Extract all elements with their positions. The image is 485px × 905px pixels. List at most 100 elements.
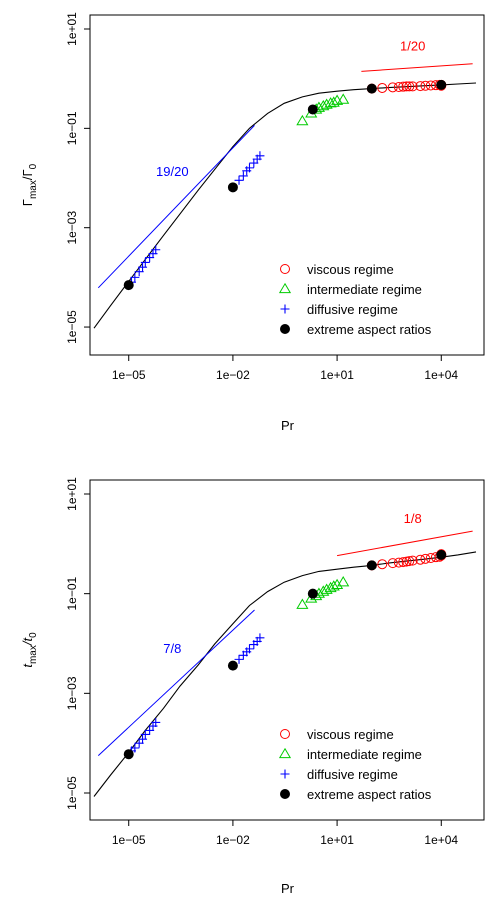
x-tick-label: 1e+01	[320, 368, 354, 382]
plot-area: 7/8 1/8	[93, 511, 477, 797]
data-point	[140, 729, 150, 739]
y-axis-label: Γmax/Γ0	[20, 163, 39, 206]
data-point	[420, 80, 431, 91]
legend-marker	[278, 747, 292, 759]
plot-frame	[89, 14, 485, 356]
series-extreme	[123, 549, 447, 760]
plot-area: 19/20 1/20	[93, 38, 477, 329]
data-point	[436, 79, 447, 90]
data-point	[337, 575, 350, 587]
slope-line	[361, 63, 473, 72]
legend-marker	[278, 282, 292, 294]
legend: viscous regime intermediate regime diffusi…	[278, 262, 432, 337]
slope-line	[337, 530, 473, 557]
y-tick-label: 1e−03	[65, 676, 79, 710]
chart-1: 1e−05 1e−02 1e+01 1e+04 1e−05 1e−03 1e−01 1e+01…	[20, 12, 485, 433]
data-point	[138, 734, 148, 744]
data-point	[415, 554, 426, 565]
slope-line	[97, 125, 255, 289]
legend: viscous regime intermediate regime diffusi…	[278, 727, 432, 802]
data-point	[331, 578, 344, 590]
series-intermediate	[296, 575, 350, 609]
x-tick-label: 1e−02	[216, 833, 250, 847]
data-point	[377, 82, 388, 93]
data-point	[377, 559, 388, 570]
data-point	[420, 553, 431, 564]
data-point	[327, 96, 340, 107]
data-point	[415, 81, 426, 92]
y-tick-label: 1e−03	[65, 211, 79, 245]
y-tick-label: 1e−05	[65, 776, 79, 810]
data-point	[151, 245, 161, 255]
x-tick-label: 1e−02	[216, 368, 250, 382]
data-point	[138, 262, 148, 272]
data-point	[404, 556, 415, 567]
slope-label: 7/8	[163, 641, 181, 656]
legend-marker	[280, 729, 290, 739]
data-point	[227, 660, 238, 671]
series-diffusive	[124, 633, 265, 759]
y-tick-label: 1e+01	[65, 12, 79, 46]
y-tick-label: 1e−01	[65, 111, 79, 145]
x-tick-label: 1e+04	[424, 833, 458, 847]
data-point	[387, 558, 398, 569]
data-point	[393, 557, 404, 568]
series-intermediate	[296, 93, 350, 126]
data-point	[130, 743, 140, 753]
legend-label: viscous regime	[307, 727, 394, 742]
slope-label: 1/8	[404, 511, 422, 526]
data-point	[296, 114, 309, 126]
slope-line	[97, 609, 255, 757]
data-point	[436, 549, 447, 560]
legend-label: extreme aspect ratios	[307, 322, 432, 337]
legend-label: diffusive regime	[307, 302, 398, 317]
data-point	[238, 171, 248, 181]
series-diffusive	[124, 151, 265, 290]
data-point	[227, 182, 238, 193]
series-extreme	[123, 79, 447, 291]
fit-curve	[93, 82, 477, 329]
legend-label: diffusive regime	[307, 767, 398, 782]
data-point	[387, 82, 398, 93]
data-point	[366, 560, 377, 571]
series-viscous	[366, 549, 447, 571]
data-point	[296, 598, 309, 609]
chart-2: 1e−05 1e−02 1e+01 1e+04 1e−05 1e−03 1e−01 1e+01…	[20, 477, 485, 896]
x-tick-label: 1e−05	[112, 833, 146, 847]
data-point	[234, 654, 244, 664]
x-tick-label: 1e+01	[320, 833, 354, 847]
y-tick-label: 1e−05	[65, 310, 79, 344]
data-point	[404, 81, 415, 92]
legend-label: viscous regime	[307, 262, 394, 277]
legend-marker	[280, 789, 290, 799]
y-tick-label: 1e−01	[65, 576, 79, 610]
legend-marker	[280, 304, 290, 314]
y-tick-label: 1e+01	[65, 477, 79, 511]
plot-frame	[89, 479, 485, 821]
data-point	[337, 93, 350, 104]
data-point	[366, 83, 377, 94]
data-point	[255, 151, 265, 161]
data-point	[398, 557, 409, 568]
data-point	[244, 163, 254, 173]
data-point	[244, 644, 254, 654]
legend-label: intermediate regime	[307, 282, 422, 297]
data-point	[307, 588, 318, 599]
data-point	[123, 749, 134, 760]
x-axis-label: Pr	[281, 881, 295, 896]
series-viscous	[366, 79, 447, 94]
data-point	[320, 98, 333, 109]
data-point	[407, 555, 418, 566]
slope-label: 19/20	[156, 164, 189, 179]
legend-marker	[280, 769, 290, 779]
legend-marker	[280, 324, 290, 334]
data-point	[401, 81, 412, 92]
slope-label: 1/20	[400, 38, 425, 53]
data-point	[151, 717, 161, 727]
legend-label: intermediate regime	[307, 747, 422, 762]
data-point	[255, 633, 265, 643]
x-tick-label: 1e+04	[424, 368, 458, 382]
y-axis-label: tmax/t0	[20, 632, 39, 668]
legend-marker	[280, 264, 290, 274]
